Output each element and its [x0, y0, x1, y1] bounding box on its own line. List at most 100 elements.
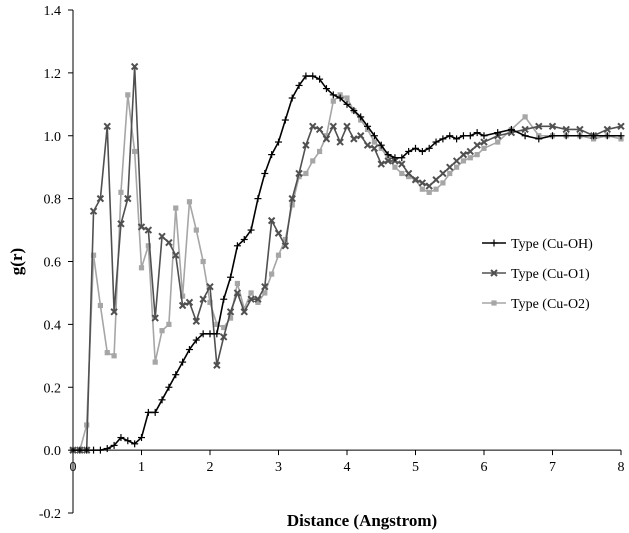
data-point	[459, 132, 467, 140]
data-point	[398, 154, 406, 162]
y-tick-label: 0.0	[44, 444, 62, 459]
data-point	[288, 94, 296, 102]
data-point	[166, 321, 172, 327]
data-point	[227, 273, 235, 281]
data-point	[240, 308, 248, 316]
data-point	[254, 295, 262, 303]
data-point	[262, 290, 268, 296]
data-point	[418, 179, 427, 187]
data-point	[357, 113, 365, 121]
x-tick-label: 8	[618, 460, 625, 475]
data-point	[590, 132, 598, 140]
data-point	[370, 144, 379, 153]
data-point	[261, 282, 269, 291]
data-point	[398, 160, 406, 168]
data-point	[521, 125, 529, 134]
data-point	[548, 122, 557, 131]
data-point	[213, 361, 221, 369]
data-point	[617, 122, 625, 131]
data-point	[315, 125, 324, 134]
data-point	[494, 129, 502, 137]
data-point	[460, 158, 467, 164]
data-point	[185, 346, 193, 354]
data-point	[426, 189, 432, 195]
data-point	[549, 132, 556, 140]
data-point	[562, 125, 570, 134]
data-point	[391, 154, 399, 162]
data-point	[137, 223, 146, 231]
data-point	[207, 299, 213, 305]
data-point	[172, 371, 180, 379]
data-point	[125, 92, 131, 98]
data-point	[281, 242, 290, 250]
data-point	[282, 236, 288, 243]
data-point	[480, 132, 488, 140]
data-point	[467, 155, 473, 161]
data-point	[384, 151, 392, 159]
data-point	[104, 350, 110, 356]
data-point	[316, 75, 324, 83]
data-point	[473, 141, 481, 149]
y-tick-label: 1.2	[44, 67, 62, 82]
data-point	[418, 147, 426, 155]
data-point	[490, 239, 498, 247]
data-point	[96, 446, 104, 454]
data-point	[309, 122, 317, 131]
data-point	[179, 358, 187, 366]
data-point	[350, 107, 358, 115]
data-point	[132, 148, 138, 155]
data-point	[96, 194, 105, 203]
data-point	[274, 229, 283, 237]
data-point	[180, 293, 186, 299]
data-point	[432, 176, 440, 184]
data-point	[350, 135, 358, 143]
data-point	[411, 176, 420, 184]
data-point	[432, 138, 440, 146]
data-point	[130, 62, 139, 71]
data-point	[227, 315, 234, 321]
data-point	[118, 189, 124, 195]
x-tick-label: 3	[275, 460, 282, 475]
data-point	[178, 301, 187, 310]
data-point	[288, 194, 296, 203]
data-point	[302, 72, 310, 80]
data-point	[439, 135, 447, 143]
data-point	[377, 141, 385, 149]
data-point	[295, 169, 303, 178]
data-point	[144, 408, 152, 416]
data-point	[392, 164, 398, 170]
data-point	[206, 330, 214, 338]
data-point	[453, 135, 461, 143]
data-point	[83, 446, 91, 454]
series-line	[73, 65, 622, 451]
data-point	[344, 95, 350, 101]
data-point	[261, 169, 269, 177]
data-point	[192, 317, 201, 325]
x-axis-title: Distance (Angstrom)	[287, 511, 437, 530]
data-point	[576, 125, 584, 134]
data-point	[206, 282, 214, 291]
data-point	[309, 72, 317, 80]
data-point	[490, 269, 498, 277]
y-tick-label: 0.8	[44, 193, 62, 208]
x-tick-label: 4	[344, 460, 351, 475]
data-point	[459, 150, 468, 159]
data-point	[322, 135, 331, 143]
data-point	[103, 445, 111, 453]
data-point	[151, 314, 159, 322]
data-point	[446, 163, 454, 171]
data-point	[234, 280, 240, 287]
data-point	[172, 251, 180, 259]
data-point	[474, 152, 480, 158]
data-point	[69, 446, 77, 454]
data-point	[131, 440, 139, 448]
data-point	[124, 437, 132, 445]
data-point	[302, 141, 310, 149]
data-point	[495, 139, 501, 145]
ticks: -0.2 0.0 0.2 0.4 0.6 0.8 1.0 1.2 1.4 0 1 2 3 4 5 6 7 8	[39, 4, 625, 522]
data-point	[522, 114, 528, 120]
data-point	[76, 446, 84, 454]
data-point	[296, 174, 302, 180]
data-point	[103, 122, 111, 131]
legend-label: Type (Cu-O2)	[511, 297, 590, 312]
